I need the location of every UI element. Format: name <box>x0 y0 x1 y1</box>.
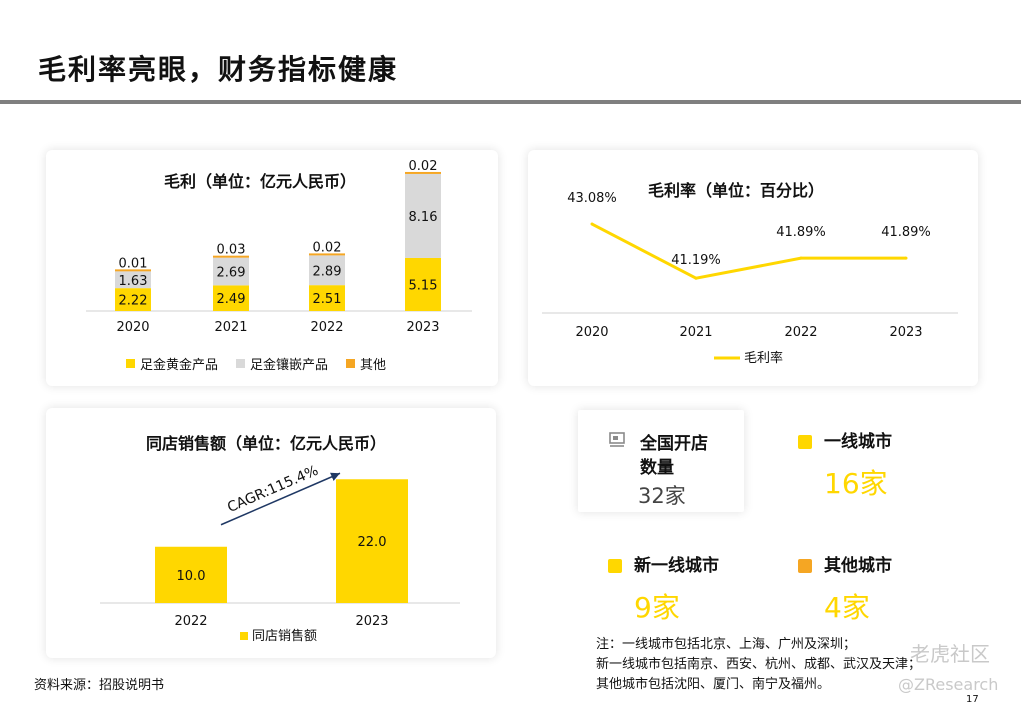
bar-2020-series-0 <box>115 288 151 311</box>
bar-2023-series-2 <box>405 171 441 174</box>
footnote-line: 其他城市包括沈阳、厦门、南宁及福州。 <box>596 677 831 692</box>
x-tick-label: 2023 <box>406 320 439 335</box>
data-label: 2.51 <box>313 292 342 307</box>
data-label: 43.08% <box>567 191 617 206</box>
series-line-gross-margin <box>591 222 906 280</box>
new-tier1-label: 新一线城市 <box>634 556 719 576</box>
x-tick-label: 2022 <box>310 320 343 335</box>
gross-profit-legend: 足金黄金产品 足金镶嵌产品 其他 <box>126 354 404 373</box>
line-point <box>799 256 803 260</box>
bar-2022 <box>155 546 227 603</box>
line-point <box>590 222 594 226</box>
title-divider <box>0 100 1021 104</box>
gross-profit-chart-title: 毛利（单位：亿元人民币） <box>164 172 357 191</box>
legend-item-gold-products: 足金黄金产品 <box>126 354 218 373</box>
x-tick-label: 2023 <box>355 614 388 629</box>
data-label: 0.01 <box>119 256 148 271</box>
legend-label: 毛利率 <box>744 350 783 366</box>
legend-swatch-gold <box>126 359 135 368</box>
x-tick-label: 2022 <box>784 325 817 340</box>
bar-2022-series-0 <box>309 285 345 311</box>
tier1-stat: 一线城市 16家 <box>798 430 892 502</box>
data-label: 22.0 <box>358 535 387 550</box>
page-title: 毛利率亮眼，财务指标健康 <box>38 53 399 86</box>
new-tier1-value: 9家 <box>634 591 680 624</box>
x-tick-label: 2023 <box>889 325 922 340</box>
new-tier1-swatch <box>608 559 622 573</box>
store-count-label: 全国开店数量 <box>640 434 708 478</box>
footnote-line: 注：一线城市包括北京、上海、广州及深圳； <box>596 637 857 652</box>
data-label: 2.22 <box>119 294 148 309</box>
x-tick-label: 2021 <box>214 320 247 335</box>
other-cities-swatch <box>798 559 812 573</box>
data-label: 2.49 <box>217 292 246 307</box>
legend-swatch-orange <box>346 359 356 368</box>
bar-2021-series-1 <box>213 257 249 286</box>
data-label: 0.03 <box>217 243 246 258</box>
data-label: 41.89% <box>776 225 826 240</box>
bar-2023-series-0 <box>405 257 441 311</box>
tier1-label: 一线城市 <box>824 432 892 452</box>
data-label: 0.02 <box>313 240 342 255</box>
x-tick-label: 2020 <box>575 325 608 340</box>
legend-label: 足金黄金产品 <box>140 358 219 373</box>
data-label: 2.89 <box>313 264 342 279</box>
x-tick-label: 2020 <box>116 320 149 335</box>
store-count-value: 32家 <box>638 484 686 508</box>
line-point <box>694 276 698 280</box>
same-store-sales-card: 同店销售额（单位：亿元人民币） 10.0 2022 22.0 2023 CAGR:115… <box>46 408 496 658</box>
legend-label: 同店销售额 <box>252 628 317 644</box>
other-cities-label: 其他城市 <box>824 556 892 576</box>
line-point <box>904 256 908 260</box>
data-label: 41.19% <box>671 253 721 268</box>
watermark-brand: 老虎社区 <box>910 642 990 666</box>
legend-swatch <box>240 632 248 640</box>
bar-2022-series-2 <box>309 253 345 256</box>
legend-item-inlay-products: 足金镶嵌产品 <box>236 354 328 373</box>
data-label: 1.63 <box>119 274 148 289</box>
bar-2020-series-2 <box>115 269 151 272</box>
tier1-swatch <box>798 435 812 449</box>
x-tick-label: 2022 <box>174 614 207 629</box>
legend-swatch-gray <box>236 359 246 368</box>
data-label: 10.0 <box>177 569 206 584</box>
tier1-value: 16家 <box>824 467 888 500</box>
legend-label: 其他 <box>360 358 387 373</box>
gross-profit-card: 毛利（单位：亿元人民币） 2020 2.22 1.63 0.01 2021 2.49 2.6… <box>46 150 498 386</box>
data-label: 5.15 <box>409 278 438 293</box>
bar-2022-series-1 <box>309 255 345 286</box>
bar-2023 <box>336 479 408 603</box>
store-count-card: 全国开店数量 32家 <box>578 410 744 512</box>
new-tier1-stat: 新一线城市 9家 <box>608 554 719 626</box>
gross-margin-card: 毛利率（单位：百分比） 43.08% 41.19% 41.89% 41.89% 2020… <box>528 150 978 386</box>
bar-2020-series-1 <box>115 271 151 289</box>
store-icon <box>609 432 625 447</box>
legend-item-other: 其他 <box>346 354 386 373</box>
gross-profit-chart: 2020 2.22 1.63 0.01 2021 2.49 2.69 0.03 2022 2.51… <box>86 159 472 335</box>
bar-2021-series-2 <box>213 255 249 258</box>
same-store-sales-chart-title: 同店销售额（单位：亿元人民币） <box>146 434 387 453</box>
data-label: 0.02 <box>409 159 438 174</box>
watermark-handle: @ZResearch <box>898 675 999 694</box>
data-label: 41.89% <box>881 225 931 240</box>
bar-2021-series-0 <box>213 285 249 311</box>
other-cities-stat: 其他城市 4家 <box>798 554 892 626</box>
x-tick-label: 2021 <box>679 325 712 340</box>
gross-margin-chart-title: 毛利率（单位：百分比） <box>648 181 825 200</box>
cagr-arrow <box>220 472 341 526</box>
legend-label: 足金镶嵌产品 <box>250 358 329 373</box>
other-cities-value: 4家 <box>824 591 870 624</box>
footnote: 注：一线城市包括北京、上海、广州及深圳； 新一线城市包括南京、西安、杭州、成都、… <box>596 635 921 695</box>
data-label: 8.16 <box>409 210 438 225</box>
source-note: 资料来源：招股说明书 <box>34 678 165 693</box>
bar-2023-series-1 <box>405 173 441 258</box>
cagr-annotation: CAGR:115.4% <box>225 463 321 516</box>
data-label: 2.69 <box>217 266 246 281</box>
same-store-sales-chart: 10.0 2022 22.0 2023 CAGR:115.4% 同店销售额 <box>100 463 460 644</box>
gross-margin-chart: 43.08% 41.19% 41.89% 41.89% 2020 2021 2022 2023… <box>542 191 958 366</box>
page-number: 17 <box>966 694 979 705</box>
footnote-line: 新一线城市包括南京、西安、杭州、成都、武汉及天津； <box>596 657 922 672</box>
